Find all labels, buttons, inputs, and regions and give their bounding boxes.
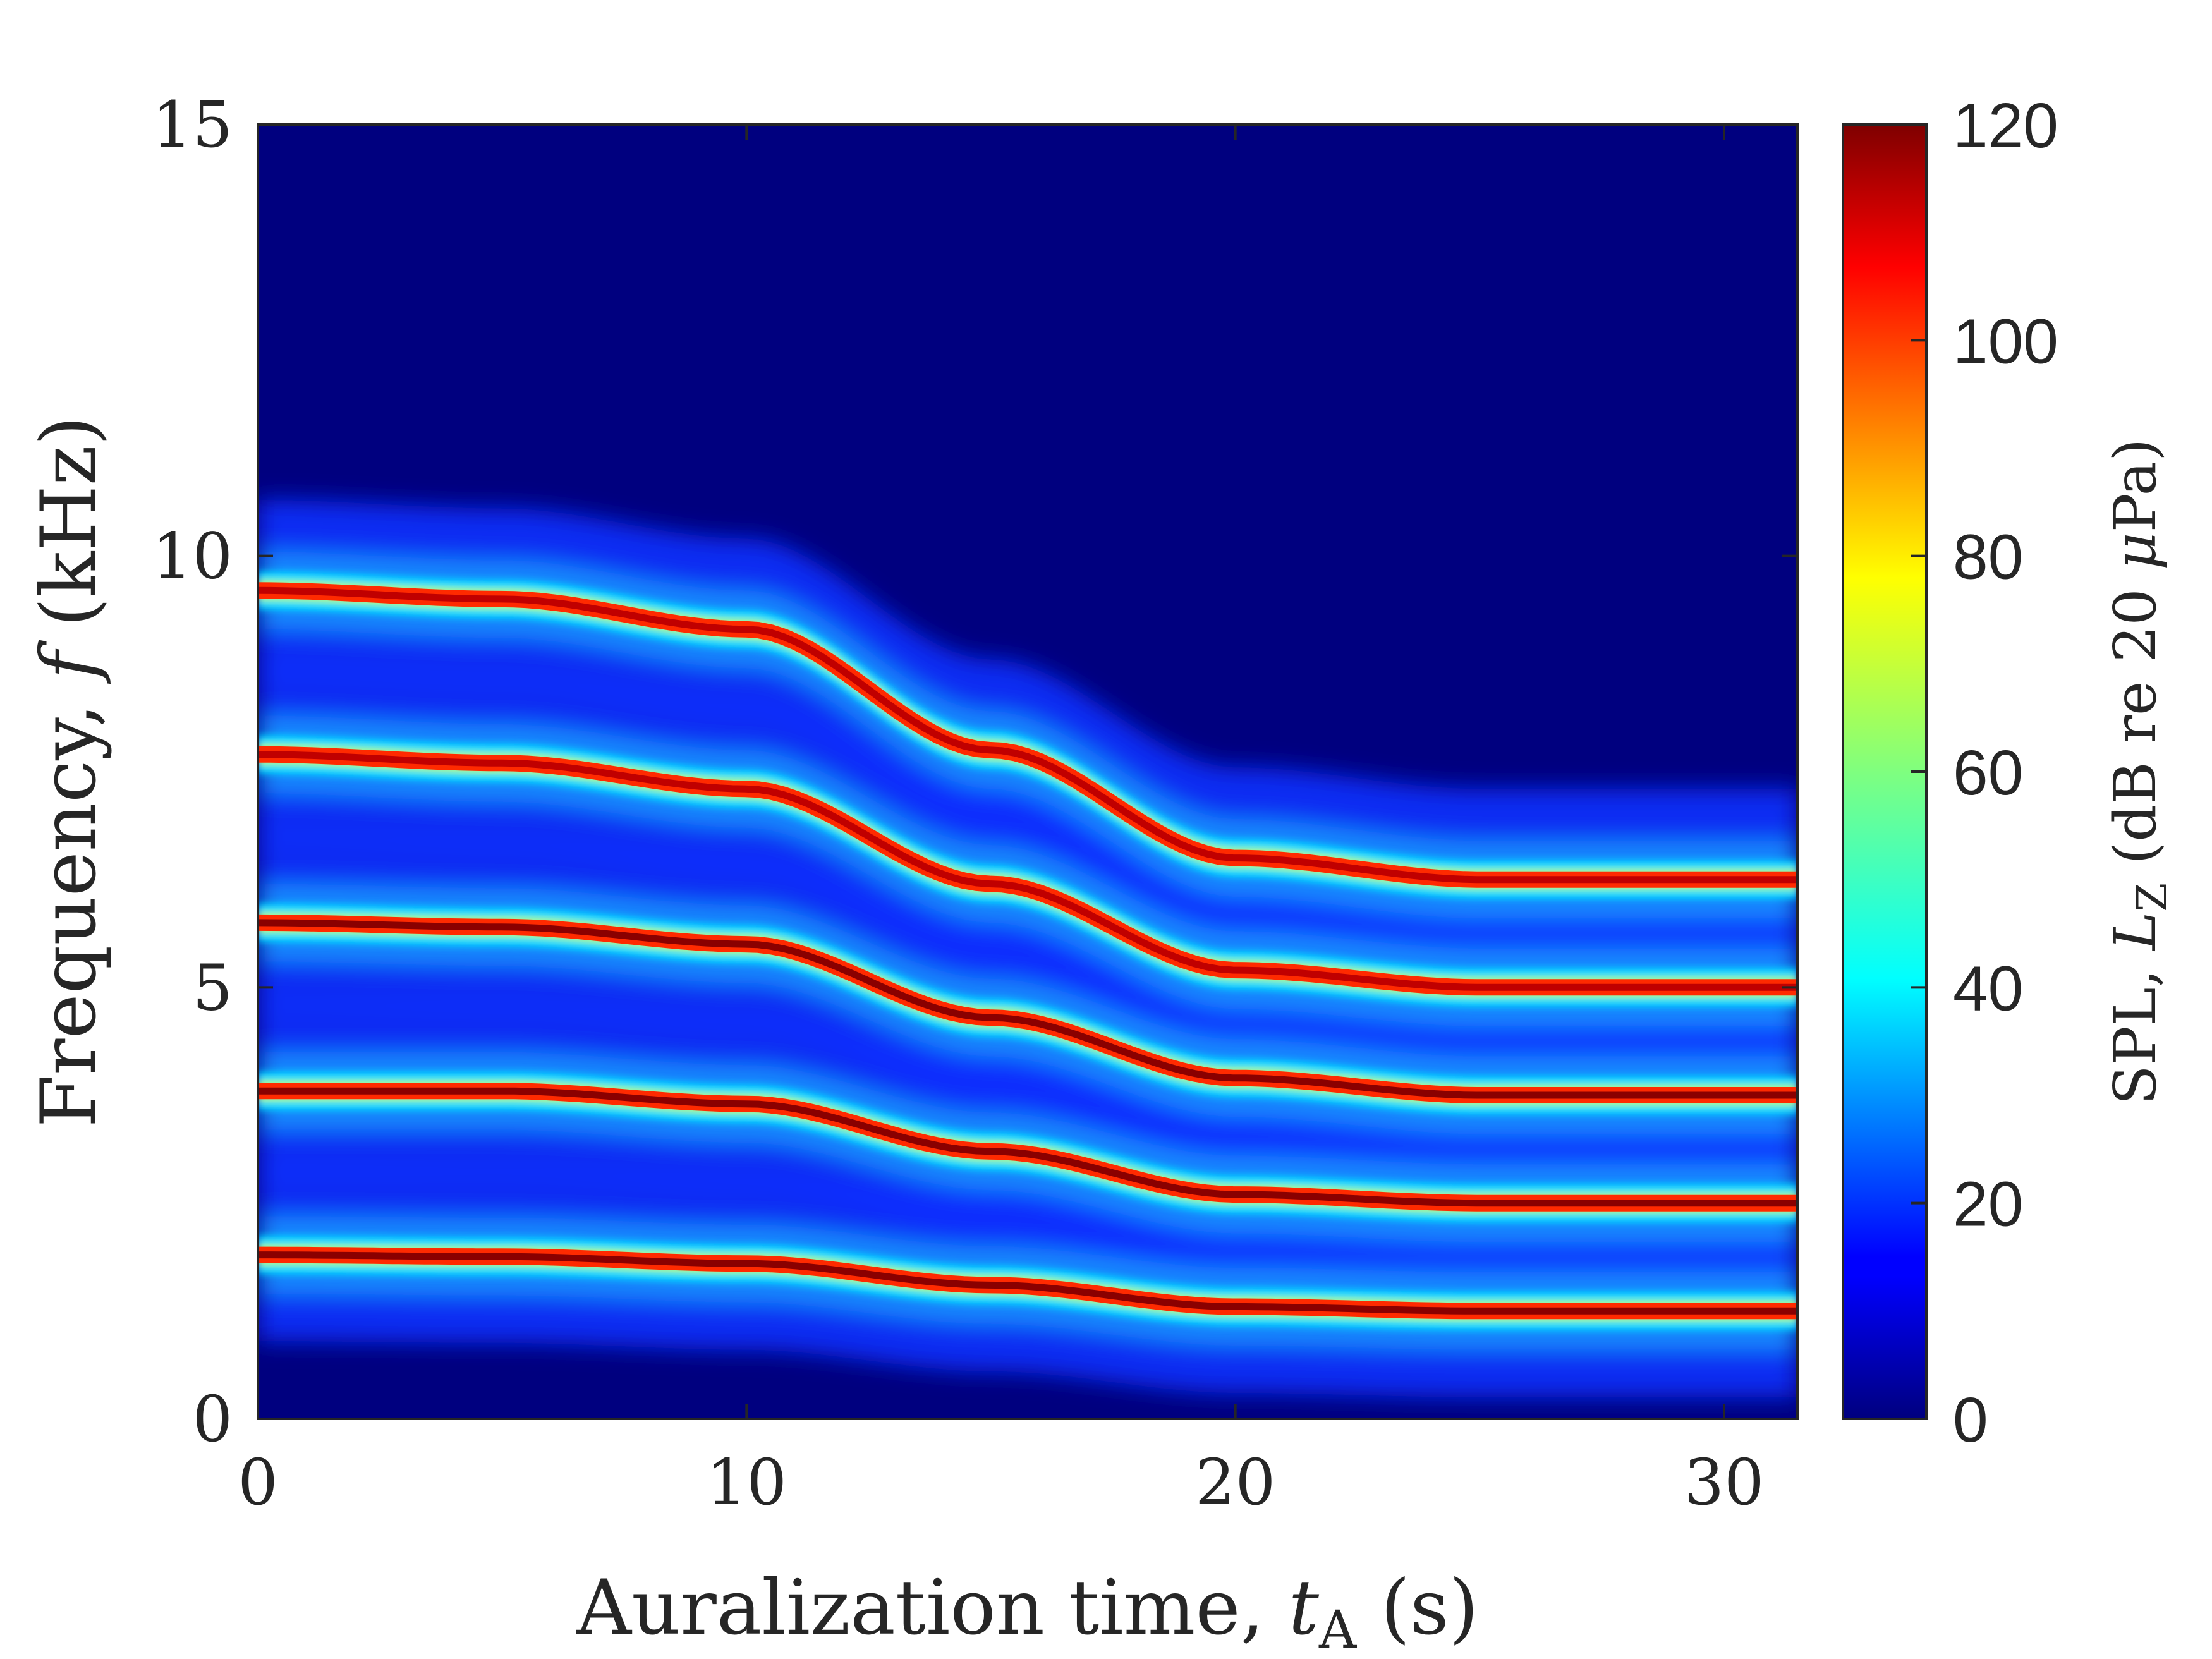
plot-frame: [257, 123, 1799, 1420]
y-tick-label: 15: [152, 88, 233, 162]
x-axis-label-subscript: A: [1318, 1600, 1358, 1659]
harmonic-4-cyan: [258, 735, 1797, 1007]
harmonic-5-mid: [258, 551, 1797, 919]
harmonic-2-core: [258, 1087, 1797, 1207]
harmonic-3-core: [258, 919, 1797, 1099]
colorbar-label-mu: μ: [2101, 532, 2169, 570]
y-axis-label-unit: (kHz): [25, 416, 113, 651]
colorbar: 0 20 40 60 80 100 120: [1842, 90, 2058, 1455]
plot-area: [257, 123, 1799, 1420]
colorbar-label-unit: (dB re 20: [2101, 570, 2169, 883]
colorbar-label-main: SPL,: [2101, 951, 2169, 1105]
colorbar-tick-label: 120: [1953, 90, 2058, 161]
colorbar-tick-label: 0: [1953, 1385, 1988, 1455]
colorbar-label-symbol: L: [2101, 912, 2169, 952]
colorbar-tick-label: 80: [1953, 522, 2023, 593]
harmonic-1-core: [258, 1251, 1797, 1315]
colorbar-label-unit-end: Pa): [2101, 439, 2169, 533]
colorbar-tick-label: 40: [1953, 953, 2023, 1024]
x-tick-label: 20: [1195, 1445, 1275, 1519]
x-axis-label: Auralization time, tA (s): [576, 1564, 1478, 1659]
y-tick-label: 0: [192, 1382, 233, 1456]
harmonic-5-core: [258, 586, 1797, 884]
x-axis-label-symbol: t: [1289, 1564, 1320, 1652]
colorbar-tick-label: 60: [1953, 738, 2023, 808]
colorbar-label: SPL, LZ (dB re 20 μPa): [2101, 439, 2177, 1105]
y-axis-label: Frequency, f (kHz): [25, 416, 113, 1127]
colorbar-tick-label: 20: [1953, 1169, 2023, 1240]
colorbar-ticks: 0 20 40 60 80 100 120: [1911, 90, 2058, 1455]
y-tick-label: 5: [192, 951, 233, 1024]
x-axis-label-unit: (s): [1356, 1564, 1478, 1652]
x-tick-label: 10: [707, 1445, 787, 1519]
harmonic-4-core: [258, 751, 1797, 991]
x-axis-ticks: 0 10 20 30: [238, 125, 1765, 1519]
harmonic-3-cyan: [258, 903, 1797, 1114]
x-tick-label: 30: [1684, 1445, 1764, 1519]
x-tick-label: 0: [238, 1445, 278, 1519]
y-axis-label-main: Frequency,: [25, 679, 113, 1127]
x-axis-label-main: Auralization time,: [576, 1564, 1288, 1652]
colorbar-label-subscript: Z: [2128, 883, 2177, 912]
harmonic-layers: [258, 499, 1797, 1397]
y-tick-label: 10: [152, 520, 233, 593]
colorbar-tick-label: 100: [1953, 306, 2058, 377]
y-axis-ticks: 0 5 10 15: [152, 88, 1797, 1456]
